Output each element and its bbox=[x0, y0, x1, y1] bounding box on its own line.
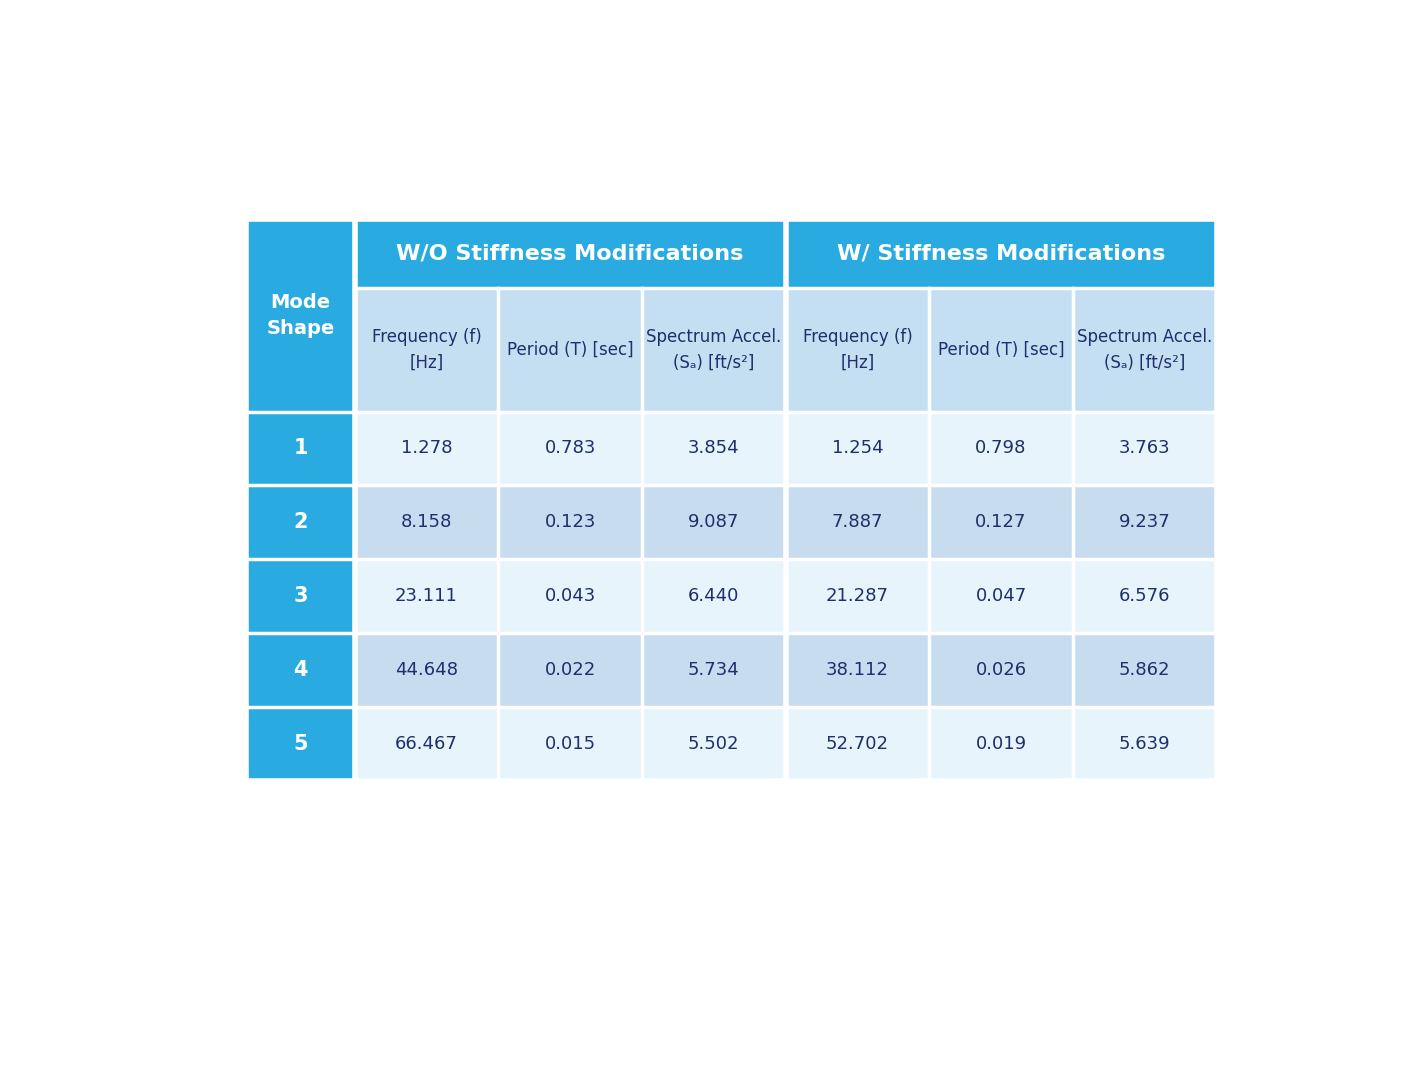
Text: Spectrum Accel.
(Sₐ) [ft/s²]: Spectrum Accel. (Sₐ) [ft/s²] bbox=[1077, 329, 1212, 372]
Text: 23.111: 23.111 bbox=[394, 587, 459, 606]
Text: 0.022: 0.022 bbox=[544, 661, 595, 679]
Bar bbox=[930, 486, 1072, 560]
Text: 5: 5 bbox=[293, 734, 308, 754]
Text: Period (T) [sec]: Period (T) [sec] bbox=[938, 341, 1064, 359]
Bar bbox=[246, 486, 355, 560]
Bar bbox=[498, 411, 642, 486]
Text: Period (T) [sec]: Period (T) [sec] bbox=[507, 341, 634, 359]
Bar bbox=[1072, 486, 1216, 560]
Bar bbox=[642, 707, 786, 781]
Text: 5.862: 5.862 bbox=[1119, 661, 1171, 679]
Text: 8.158: 8.158 bbox=[400, 514, 453, 532]
Text: 44.648: 44.648 bbox=[394, 661, 459, 679]
Text: 9.087: 9.087 bbox=[688, 514, 739, 532]
Text: 0.123: 0.123 bbox=[544, 514, 595, 532]
Bar bbox=[786, 560, 930, 633]
Bar bbox=[1072, 288, 1216, 411]
Bar bbox=[355, 486, 498, 560]
Text: 0.019: 0.019 bbox=[975, 735, 1027, 753]
Text: 21.287: 21.287 bbox=[826, 587, 889, 606]
Bar bbox=[498, 560, 642, 633]
Bar bbox=[355, 560, 498, 633]
Text: 0.026: 0.026 bbox=[975, 661, 1027, 679]
Bar bbox=[786, 219, 1216, 288]
Text: 7.887: 7.887 bbox=[832, 514, 883, 532]
Text: 9.237: 9.237 bbox=[1119, 514, 1171, 532]
Bar bbox=[930, 411, 1072, 486]
Text: 0.127: 0.127 bbox=[975, 514, 1027, 532]
Bar bbox=[498, 633, 642, 707]
Text: 0.798: 0.798 bbox=[975, 439, 1027, 457]
Text: 5.502: 5.502 bbox=[688, 735, 739, 753]
Text: W/O Stiffness Modifications: W/O Stiffness Modifications bbox=[396, 244, 743, 264]
Bar bbox=[642, 486, 786, 560]
Bar bbox=[930, 560, 1072, 633]
Text: 0.015: 0.015 bbox=[544, 735, 595, 753]
Bar bbox=[786, 411, 930, 486]
Text: 6.576: 6.576 bbox=[1119, 587, 1171, 606]
Bar bbox=[786, 633, 930, 707]
Text: 1: 1 bbox=[293, 439, 308, 458]
Bar bbox=[1072, 633, 1216, 707]
Bar bbox=[355, 219, 786, 288]
Bar bbox=[1072, 411, 1216, 486]
Bar bbox=[498, 288, 642, 411]
Text: 1.278: 1.278 bbox=[400, 439, 453, 457]
Bar bbox=[246, 707, 355, 781]
Bar bbox=[498, 707, 642, 781]
Bar bbox=[786, 486, 930, 560]
Bar bbox=[1072, 707, 1216, 781]
Bar bbox=[355, 633, 498, 707]
Bar bbox=[642, 288, 786, 411]
Text: 6.440: 6.440 bbox=[688, 587, 739, 606]
Text: 1.254: 1.254 bbox=[832, 439, 883, 457]
Text: Spectrum Accel.
(Sₐ) [ft/s²]: Spectrum Accel. (Sₐ) [ft/s²] bbox=[646, 329, 782, 372]
Bar bbox=[246, 560, 355, 633]
Bar bbox=[355, 707, 498, 781]
Bar bbox=[246, 633, 355, 707]
Text: 0.783: 0.783 bbox=[544, 439, 595, 457]
Text: Frequency (f)
[Hz]: Frequency (f) [Hz] bbox=[803, 329, 913, 372]
Text: Mode
Shape: Mode Shape bbox=[266, 293, 335, 337]
Bar bbox=[355, 288, 498, 411]
Text: 0.047: 0.047 bbox=[975, 587, 1027, 606]
Bar bbox=[786, 707, 930, 781]
Bar bbox=[642, 411, 786, 486]
Text: 5.734: 5.734 bbox=[688, 661, 739, 679]
Bar bbox=[246, 411, 355, 486]
Bar bbox=[1072, 560, 1216, 633]
Bar bbox=[930, 707, 1072, 781]
Text: 0.043: 0.043 bbox=[544, 587, 595, 606]
Text: 2: 2 bbox=[293, 513, 308, 533]
Text: 38.112: 38.112 bbox=[826, 661, 889, 679]
Text: Frequency (f)
[Hz]: Frequency (f) [Hz] bbox=[372, 329, 481, 372]
Bar bbox=[642, 560, 786, 633]
Bar bbox=[930, 633, 1072, 707]
Text: 3.763: 3.763 bbox=[1119, 439, 1171, 457]
Bar bbox=[246, 219, 355, 411]
Text: 66.467: 66.467 bbox=[394, 735, 459, 753]
Bar bbox=[498, 486, 642, 560]
Bar bbox=[642, 633, 786, 707]
Text: 4: 4 bbox=[293, 660, 308, 680]
Text: W/ Stiffness Modifications: W/ Stiffness Modifications bbox=[837, 244, 1165, 264]
Bar bbox=[930, 288, 1072, 411]
Text: 5.639: 5.639 bbox=[1119, 735, 1171, 753]
Bar bbox=[786, 288, 930, 411]
Bar bbox=[355, 411, 498, 486]
Text: 3.854: 3.854 bbox=[688, 439, 739, 457]
Text: 52.702: 52.702 bbox=[826, 735, 889, 753]
Text: 3: 3 bbox=[293, 586, 308, 607]
